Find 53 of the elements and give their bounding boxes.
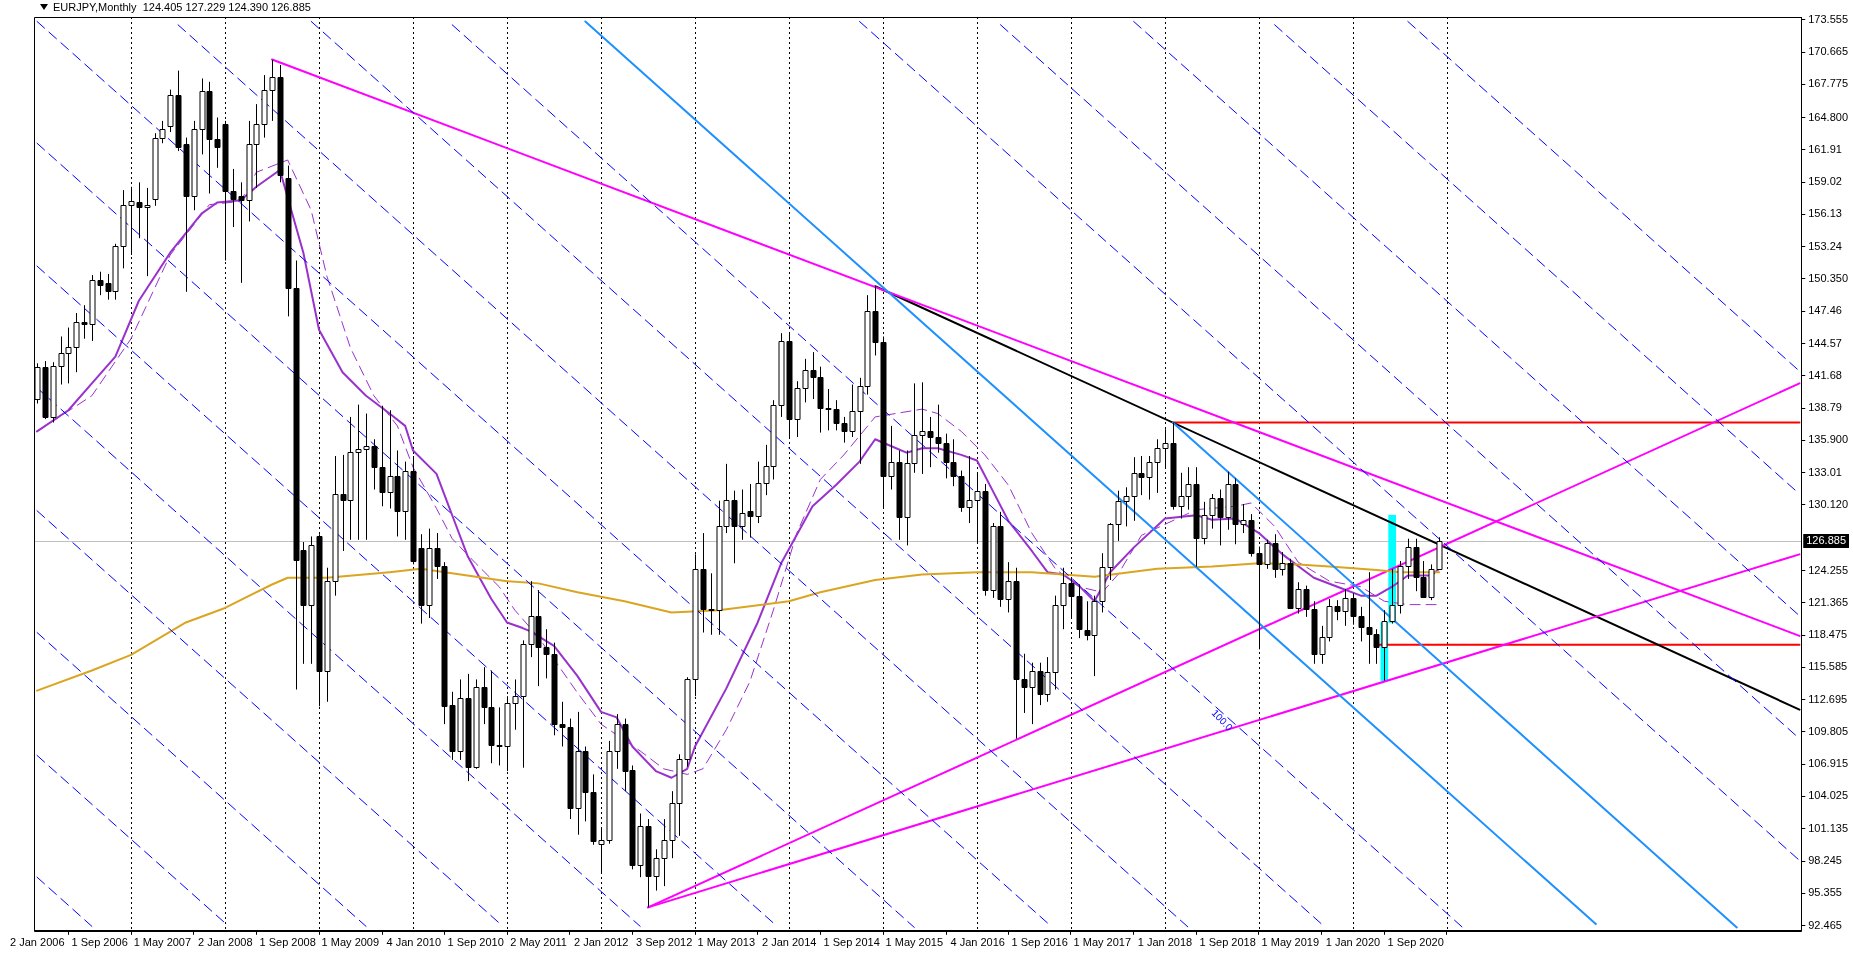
y-tick-label: 95.355 xyxy=(1808,886,1842,899)
x-tick-label: 1 May 2017 xyxy=(1073,936,1132,949)
x-tick-label: 1 Sep 2020 xyxy=(1387,936,1444,949)
y-tick-label: 118.475 xyxy=(1808,628,1848,641)
y-tick-label: 104.025 xyxy=(1808,789,1848,802)
x-tick-label: 2 Jan 2012 xyxy=(574,936,629,949)
y-tick-label: 170.665 xyxy=(1808,45,1848,58)
y-tick-label: 141.68 xyxy=(1808,368,1842,381)
y-tick-label: 124.255 xyxy=(1808,563,1848,576)
x-tick-label: 4 Jan 2010 xyxy=(386,936,441,949)
y-tick-label: 109.805 xyxy=(1808,724,1848,737)
x-tick-label: 1 May 2013 xyxy=(697,936,756,949)
y-tick-label: 147.46 xyxy=(1808,304,1842,317)
x-tick-label: 1 Sep 2018 xyxy=(1199,936,1256,949)
y-tick-label: 115.585 xyxy=(1808,660,1848,673)
x-tick-label: 1 May 2009 xyxy=(321,936,380,949)
y-tick-label: 164.800 xyxy=(1808,110,1848,123)
y-tick-label: 161.91 xyxy=(1808,142,1842,155)
y-tick-label: 167.775 xyxy=(1808,77,1848,90)
x-tick-label: 1 Sep 2008 xyxy=(259,936,316,949)
x-tick-label: 1 May 2019 xyxy=(1261,936,1320,949)
y-tick-label: 135.900 xyxy=(1808,433,1848,446)
x-tick-label: 2 Jan 2006 xyxy=(10,936,65,949)
y-tick-label: 112.695 xyxy=(1808,692,1848,705)
x-tick-label: 1 Jan 2018 xyxy=(1137,936,1193,949)
y-tick-label: 101.135 xyxy=(1808,821,1848,834)
x-tick-label: 1 Sep 2010 xyxy=(447,936,504,949)
x-tick-label: 2 Jan 2014 xyxy=(762,936,817,949)
y-tick-label: 106.915 xyxy=(1808,757,1848,770)
y-tick-label: 121.365 xyxy=(1808,595,1848,608)
x-tick-label: 1 May 2007 xyxy=(133,936,192,949)
y-tick-label: 92.465 xyxy=(1808,918,1842,931)
y-tick-label: 144.57 xyxy=(1808,336,1842,349)
x-tick-label: 1 Sep 2006 xyxy=(71,936,128,949)
x-tick-label: 1 Jan 2020 xyxy=(1325,936,1381,949)
y-tick-label: 153.24 xyxy=(1808,239,1842,252)
y-tick-label: 130.120 xyxy=(1808,497,1848,510)
y-tick-label: 150.350 xyxy=(1808,271,1848,284)
y-tick-label: 98.245 xyxy=(1808,854,1842,867)
y-tick-label: 138.79 xyxy=(1808,401,1842,414)
x-tick-label: 1 Sep 2016 xyxy=(1011,936,1068,949)
y-tick-label: 159.02 xyxy=(1808,175,1842,188)
y-tick-label: 133.01 xyxy=(1808,465,1842,478)
ref-line-label: 126.885 xyxy=(1806,534,1846,547)
y-tick-label: 173.555 xyxy=(1808,12,1848,25)
x-tick-label: 3 Sep 2012 xyxy=(636,936,693,949)
y-tick-label: 156.13 xyxy=(1808,207,1842,220)
x-tick-label: 2 Jan 2008 xyxy=(198,936,253,949)
x-tick-label: 2 May 2011 xyxy=(510,936,567,949)
x-tick-label: 1 Sep 2014 xyxy=(823,936,880,949)
x-tick-label: 1 May 2015 xyxy=(885,936,944,949)
x-tick-label: 4 Jan 2016 xyxy=(950,936,1005,949)
chart-title: EURJPY,Monthly 124.405 127.229 124.390 126.885 xyxy=(53,1,311,13)
